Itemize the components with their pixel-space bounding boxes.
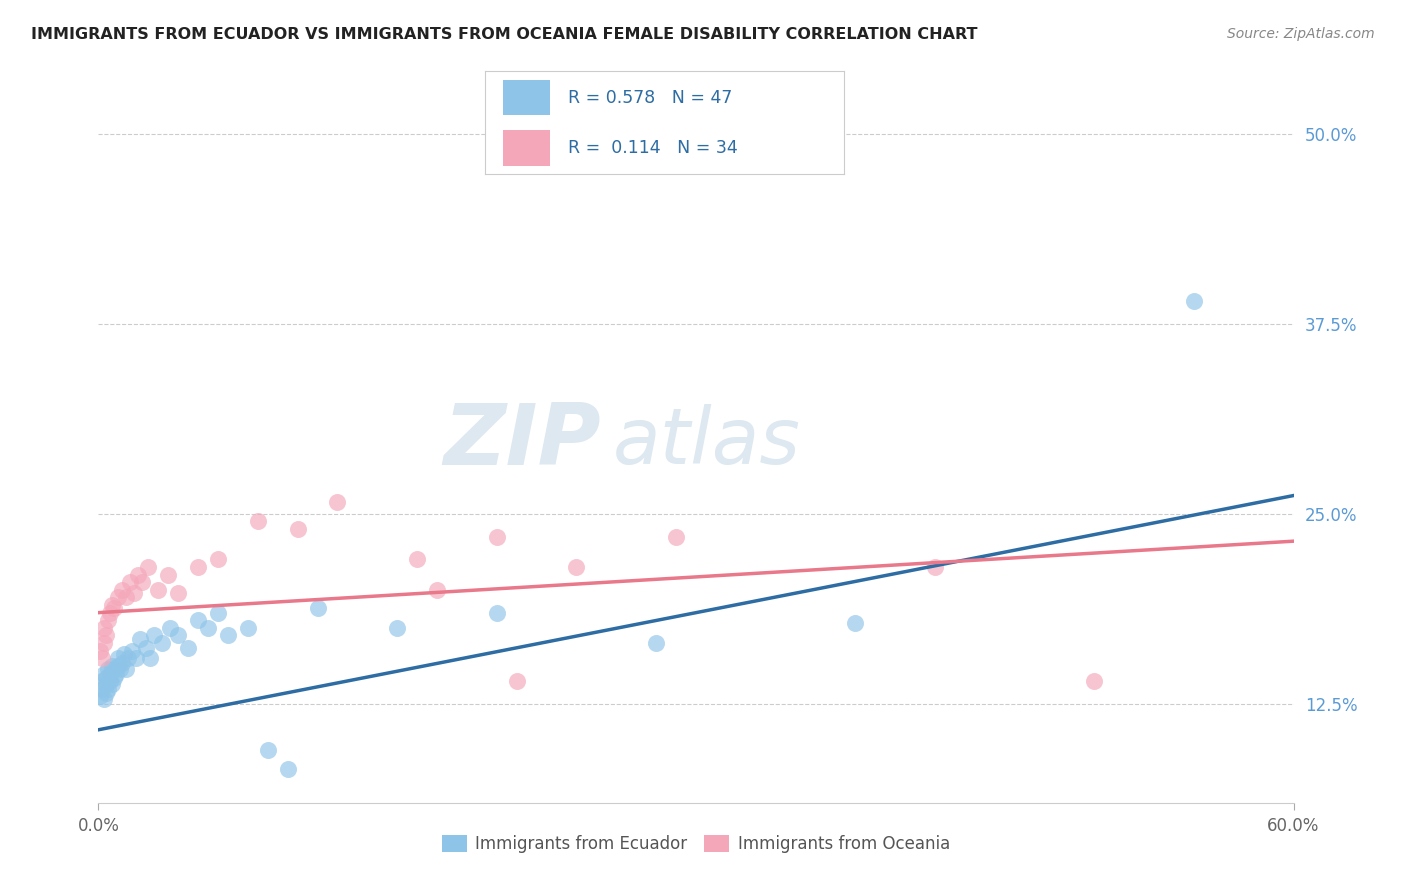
- Point: [125, 651, 148, 665]
- Point: [96, 671, 118, 685]
- Text: R = 0.578   N = 47: R = 0.578 N = 47: [568, 88, 733, 106]
- Point: [187, 613, 209, 627]
- Point: [159, 621, 181, 635]
- Point: [91, 681, 114, 696]
- Point: [1083, 674, 1105, 689]
- Point: [924, 560, 946, 574]
- Point: [101, 677, 124, 691]
- Point: [117, 651, 139, 665]
- Point: [143, 628, 166, 642]
- Text: Source: ZipAtlas.com: Source: ZipAtlas.com: [1227, 27, 1375, 41]
- Point: [217, 628, 239, 642]
- Point: [115, 662, 138, 676]
- Point: [150, 636, 173, 650]
- Point: [103, 601, 125, 615]
- Point: [107, 591, 129, 605]
- Point: [665, 530, 688, 544]
- Point: [246, 515, 269, 529]
- Point: [326, 494, 349, 508]
- Point: [98, 674, 122, 689]
- Point: [91, 651, 114, 665]
- Point: [506, 674, 529, 689]
- Point: [385, 621, 409, 635]
- Text: IMMIGRANTS FROM ECUADOR VS IMMIGRANTS FROM OCEANIA FEMALE DISABILITY CORRELATION: IMMIGRANTS FROM ECUADOR VS IMMIGRANTS FR…: [31, 27, 977, 42]
- Point: [110, 662, 132, 676]
- Point: [207, 552, 229, 566]
- Point: [96, 628, 118, 642]
- Point: [485, 530, 508, 544]
- Point: [139, 651, 162, 665]
- Point: [97, 681, 120, 696]
- Point: [101, 659, 124, 673]
- Point: [844, 616, 866, 631]
- Point: [105, 666, 128, 681]
- Point: [135, 640, 157, 655]
- Point: [111, 582, 134, 597]
- Point: [129, 632, 152, 646]
- Point: [307, 601, 329, 615]
- Point: [765, 157, 787, 171]
- Point: [97, 613, 120, 627]
- Text: atlas: atlas: [613, 403, 800, 480]
- Point: [89, 690, 111, 704]
- Point: [93, 692, 115, 706]
- Point: [131, 575, 153, 590]
- Point: [177, 640, 200, 655]
- Point: [124, 586, 146, 600]
- Point: [645, 636, 668, 650]
- Point: [207, 606, 229, 620]
- Point: [112, 647, 135, 661]
- FancyBboxPatch shape: [503, 130, 550, 166]
- Point: [103, 662, 125, 676]
- Point: [93, 666, 115, 681]
- Point: [111, 656, 134, 670]
- Point: [103, 671, 125, 685]
- Point: [167, 586, 190, 600]
- Point: [107, 651, 129, 665]
- Point: [426, 582, 449, 597]
- Point: [96, 686, 118, 700]
- Point: [167, 628, 190, 642]
- Point: [89, 643, 111, 657]
- Point: [197, 621, 219, 635]
- Point: [127, 567, 149, 582]
- Point: [136, 560, 159, 574]
- Point: [565, 560, 588, 574]
- Point: [256, 742, 278, 756]
- Legend: Immigrants from Ecuador, Immigrants from Oceania: Immigrants from Ecuador, Immigrants from…: [436, 828, 956, 860]
- Point: [115, 591, 138, 605]
- Point: [485, 606, 508, 620]
- Point: [287, 522, 309, 536]
- Point: [1182, 293, 1205, 308]
- Point: [96, 677, 118, 691]
- Point: [406, 552, 429, 566]
- Text: R =  0.114   N = 34: R = 0.114 N = 34: [568, 139, 737, 157]
- Point: [98, 606, 122, 620]
- Point: [236, 621, 259, 635]
- Point: [187, 560, 209, 574]
- Point: [121, 643, 143, 657]
- Point: [157, 567, 180, 582]
- Point: [101, 598, 124, 612]
- Point: [91, 674, 114, 689]
- Point: [93, 636, 115, 650]
- Point: [97, 662, 120, 676]
- Point: [120, 575, 142, 590]
- Point: [107, 659, 129, 673]
- Point: [148, 582, 170, 597]
- FancyBboxPatch shape: [503, 79, 550, 115]
- Point: [277, 762, 299, 776]
- Text: ZIP: ZIP: [443, 400, 600, 483]
- Point: [93, 621, 115, 635]
- Point: [98, 666, 122, 681]
